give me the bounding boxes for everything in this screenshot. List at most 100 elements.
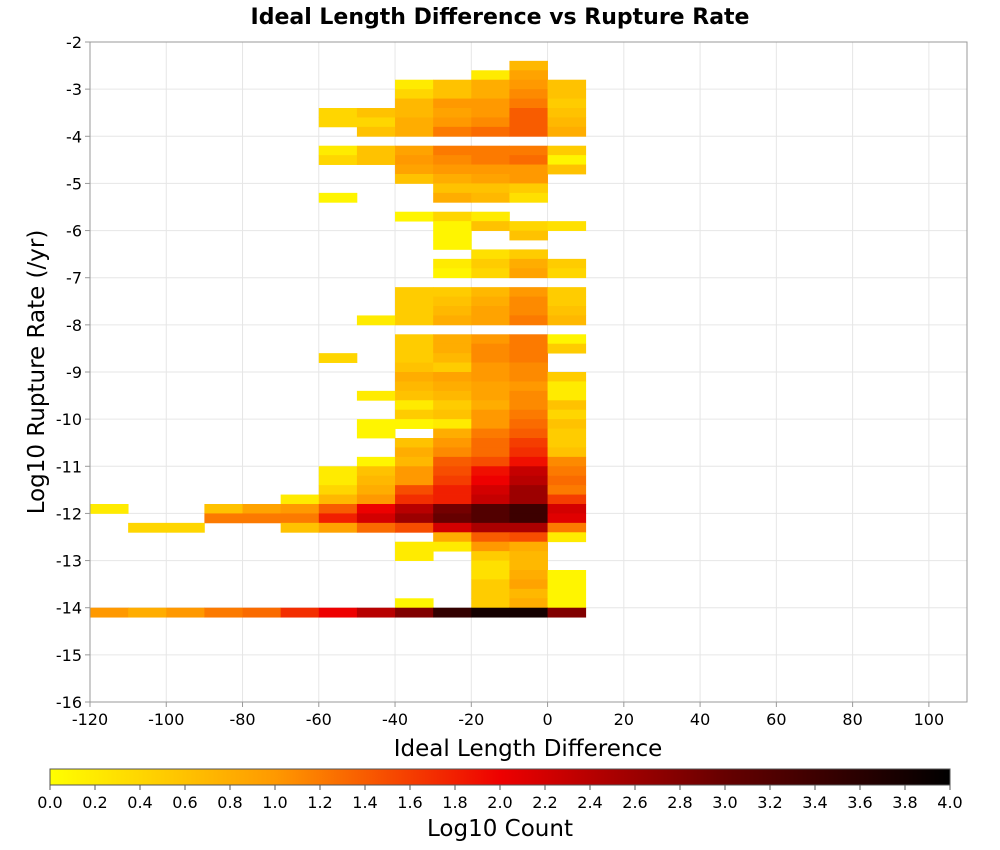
heatmap-cell <box>433 372 472 382</box>
heatmap-cell <box>547 579 587 590</box>
heatmap-cell <box>509 126 548 137</box>
heatmap-cell <box>509 475 548 486</box>
heatmap-cell <box>509 570 548 580</box>
y-tick-label: -4 <box>66 127 82 146</box>
heatmap-cell <box>318 145 358 156</box>
heatmap-cell <box>471 598 510 609</box>
y-tick-label: -5 <box>66 174 82 193</box>
heatmap-cell <box>509 343 548 354</box>
heatmap-cell <box>318 485 358 495</box>
axes: -120 -100 -80 -60 -40 -20 0 20 40 60 80 100 -2 -3 -4 -5… <box>56 33 944 729</box>
y-axis-label: Log10 Rupture Rate (/yr) <box>24 230 50 515</box>
heatmap-cell <box>395 372 434 382</box>
heatmap-cell <box>547 607 587 618</box>
heatmap-cell <box>433 126 472 137</box>
heatmap-cell <box>433 522 472 533</box>
heatmap-cell <box>433 400 472 411</box>
heatmap-cell <box>433 362 472 373</box>
heatmap-cell <box>509 362 548 373</box>
heatmap-cell <box>318 494 358 505</box>
heatmap-cell <box>433 108 472 118</box>
heatmap-cell <box>547 343 587 354</box>
y-tick-label: -15 <box>56 646 82 665</box>
heatmap-cell <box>395 108 434 118</box>
y-tick-label: -11 <box>56 457 82 476</box>
y-tick-label: -2 <box>66 33 82 52</box>
heatmap-cell <box>242 607 282 618</box>
heatmap-cell <box>318 513 358 524</box>
heatmap-cell <box>433 541 472 552</box>
heatmap-cell <box>471 409 510 420</box>
heatmap-cell <box>547 475 587 486</box>
heatmap-cell <box>433 296 472 307</box>
heatmap-cell <box>471 570 510 580</box>
heatmap-cell <box>471 588 510 599</box>
colorbar-tick-label: 0.6 <box>172 793 197 812</box>
heatmap-cell <box>433 353 472 363</box>
heatmap-cell <box>471 456 510 467</box>
heatmap-cell <box>509 588 548 599</box>
heatmap-cell <box>128 522 167 533</box>
colorbar-tick-label: 1.0 <box>262 793 287 812</box>
heatmap-cell <box>433 494 472 505</box>
heatmap-cell <box>471 428 510 439</box>
heatmap-cell <box>433 117 472 128</box>
heatmap-cell <box>471 466 510 477</box>
x-tick-label: 20 <box>614 710 634 729</box>
heatmap-cell <box>471 447 510 458</box>
heatmap-cell <box>509 79 548 90</box>
heatmap-cell <box>318 353 358 363</box>
heatmap-cell <box>471 532 510 543</box>
heatmap-cell <box>433 428 472 439</box>
heatmap-cell <box>547 485 587 495</box>
heatmap-cell <box>509 494 548 505</box>
heatmap-cell <box>395 504 434 514</box>
heatmap-cell <box>509 296 548 307</box>
heatmap-cell <box>356 494 396 505</box>
heatmap-cell <box>547 306 587 316</box>
heatmap-cell <box>395 456 434 467</box>
heatmap-cell <box>471 334 510 345</box>
heatmap-cell <box>395 466 434 477</box>
colorbar-tick-label: 3.4 <box>802 793 827 812</box>
heatmap-cell <box>395 334 434 345</box>
heatmap-cell <box>471 306 510 316</box>
heatmap-cell <box>547 409 587 420</box>
y-tick-label: -3 <box>66 80 82 99</box>
heatmap-cell <box>395 89 434 99</box>
heatmap-cell <box>395 174 434 184</box>
heatmap-cell <box>433 145 472 156</box>
heatmap-cell <box>433 183 472 194</box>
heatmap-cell <box>395 126 434 137</box>
heatmap-cell <box>547 334 587 345</box>
heatmap-cell <box>356 117 396 128</box>
heatmap-cell <box>395 551 434 561</box>
heatmap-cell <box>509 230 548 241</box>
colorbar-label: Log10 Count <box>427 816 573 842</box>
heatmap-cell <box>433 230 472 241</box>
heatmap-cell <box>318 192 358 203</box>
heatmap-cell <box>356 315 396 326</box>
heatmap-cell <box>395 513 434 524</box>
heatmap-cell <box>547 98 587 109</box>
heatmap-cell <box>471 504 510 514</box>
heatmap-cell <box>547 513 587 524</box>
heatmap-cell <box>471 145 510 156</box>
heatmap-cell <box>509 419 548 429</box>
heatmap-cell <box>547 164 587 175</box>
heatmap-cell <box>509 60 548 71</box>
heatmap-cell <box>433 174 472 184</box>
heatmap-cell <box>547 145 587 156</box>
heatmap-cell <box>395 306 434 316</box>
heatmap-cell <box>547 570 587 580</box>
heatmap-cell <box>356 513 396 524</box>
y-tick-label: -16 <box>56 693 82 712</box>
heatmap-cell <box>547 466 587 477</box>
heatmap-cell <box>433 211 472 222</box>
heatmap-cell <box>547 89 587 99</box>
heatmap-cell <box>509 381 548 392</box>
heatmap-cell <box>509 551 548 561</box>
heatmap-cell <box>547 287 587 297</box>
heatmap-cell <box>395 598 434 609</box>
